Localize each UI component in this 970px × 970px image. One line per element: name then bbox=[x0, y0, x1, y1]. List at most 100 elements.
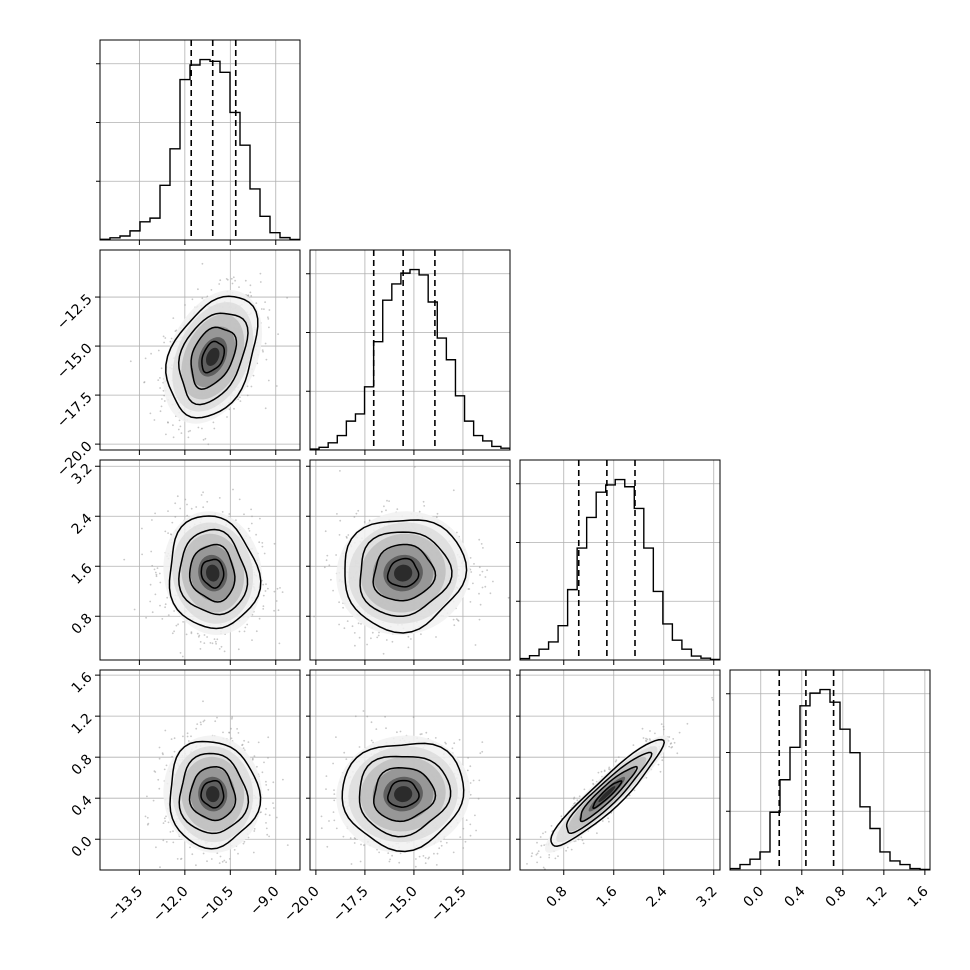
scatter-point bbox=[276, 587, 279, 590]
scatter-point bbox=[165, 815, 167, 818]
scatter-point bbox=[155, 573, 158, 576]
scatter-point bbox=[218, 862, 221, 864]
scatter-point bbox=[360, 843, 362, 846]
scatter-point bbox=[176, 858, 179, 860]
scatter-point bbox=[261, 771, 264, 774]
scatter-point bbox=[265, 784, 268, 786]
scatter-point bbox=[646, 738, 649, 741]
scatter-point bbox=[445, 841, 448, 844]
scatter-point bbox=[277, 609, 280, 612]
scatter-point bbox=[165, 764, 168, 767]
scatter-point bbox=[654, 732, 656, 735]
scatter-point bbox=[218, 648, 221, 650]
x-tick-label: −12.0 bbox=[150, 884, 192, 926]
scatter-point bbox=[388, 860, 391, 863]
scatter-point bbox=[252, 851, 255, 854]
scatter-point bbox=[355, 512, 358, 515]
scatter-point bbox=[418, 510, 421, 513]
scatter-point bbox=[253, 830, 256, 832]
scatter-point bbox=[267, 757, 269, 759]
scatter-point bbox=[243, 630, 246, 633]
scatter-point bbox=[535, 853, 538, 856]
axes-frame bbox=[99, 249, 301, 451]
scatter-point bbox=[141, 553, 143, 556]
scatter-point bbox=[259, 272, 262, 275]
scatter-point bbox=[144, 357, 147, 360]
scatter-point bbox=[418, 855, 421, 858]
scatter-point bbox=[478, 566, 481, 569]
x-tick-label: −20.0 bbox=[281, 884, 323, 926]
scatter-point bbox=[164, 606, 166, 609]
scatter-point bbox=[392, 887, 394, 889]
scatter-point bbox=[161, 398, 163, 400]
scatter-point bbox=[161, 752, 164, 755]
scatter-point bbox=[279, 587, 281, 589]
scatter-point bbox=[157, 778, 160, 781]
scatter-point bbox=[470, 571, 473, 573]
scatter-point bbox=[385, 727, 387, 730]
scatter-point bbox=[232, 276, 235, 279]
scatter-point bbox=[220, 645, 223, 648]
scatter-point bbox=[259, 517, 261, 520]
scatter-point bbox=[167, 614, 170, 616]
scatter-point bbox=[251, 639, 253, 641]
scatter-point bbox=[282, 778, 284, 781]
scatter-point bbox=[257, 741, 260, 744]
scatter-point bbox=[456, 531, 458, 534]
scatter-point bbox=[185, 633, 188, 636]
scatter-point bbox=[482, 547, 484, 549]
scatter-panel-2-1: −20.0−17.5−15.0−12.5 bbox=[54, 249, 301, 480]
scatter-point bbox=[481, 570, 484, 573]
scatter-point bbox=[162, 335, 165, 338]
scatter-point bbox=[187, 430, 190, 433]
scatter-point bbox=[173, 630, 175, 633]
scatter-point bbox=[233, 849, 236, 851]
scatter-point bbox=[264, 342, 267, 345]
y-tick-label: 0.8 bbox=[69, 752, 96, 779]
contour-1 bbox=[200, 779, 225, 809]
scatter-point bbox=[343, 627, 346, 630]
scatter-point bbox=[206, 295, 209, 298]
scatter-point bbox=[477, 797, 480, 800]
scatter-point bbox=[262, 608, 265, 610]
scatter-point bbox=[234, 279, 237, 282]
scatter-point bbox=[253, 755, 256, 757]
scatter-point bbox=[149, 412, 152, 415]
contour-4 bbox=[169, 740, 262, 850]
scatter-point bbox=[164, 337, 167, 339]
scatter-point bbox=[265, 827, 268, 830]
scatter-point bbox=[268, 814, 271, 817]
scatter-point bbox=[357, 622, 360, 625]
scatter-point bbox=[479, 752, 482, 755]
contour-2 bbox=[188, 543, 236, 603]
scatter-point bbox=[246, 623, 249, 626]
scatter-point bbox=[123, 558, 126, 561]
scatter-point bbox=[179, 507, 182, 510]
density-shading bbox=[163, 511, 263, 636]
density-level bbox=[394, 564, 413, 582]
scatter-point bbox=[263, 308, 265, 310]
scatter-point bbox=[422, 500, 425, 503]
scatter-point bbox=[155, 575, 158, 578]
scatter-point bbox=[238, 498, 241, 501]
scatter-point bbox=[389, 858, 391, 861]
histogram-panel-3 bbox=[516, 459, 721, 665]
scatter-point bbox=[686, 722, 689, 725]
density-level bbox=[206, 347, 220, 366]
scatter-point bbox=[172, 830, 174, 833]
scatter-point bbox=[241, 743, 244, 746]
scatter-point bbox=[145, 616, 147, 619]
scatter-point bbox=[267, 379, 270, 382]
scatter-point bbox=[275, 385, 278, 387]
scatter-point bbox=[420, 733, 423, 735]
scatter-point bbox=[172, 841, 175, 844]
scatter-point bbox=[195, 864, 197, 867]
scatter-point bbox=[170, 533, 172, 536]
scatter-point bbox=[255, 630, 258, 633]
scatter-point bbox=[267, 318, 270, 320]
scatter-point bbox=[236, 728, 239, 730]
scatter-point bbox=[160, 367, 163, 370]
scatter-point bbox=[325, 775, 328, 777]
scatter-point bbox=[486, 569, 488, 572]
scatter-point bbox=[223, 650, 226, 653]
